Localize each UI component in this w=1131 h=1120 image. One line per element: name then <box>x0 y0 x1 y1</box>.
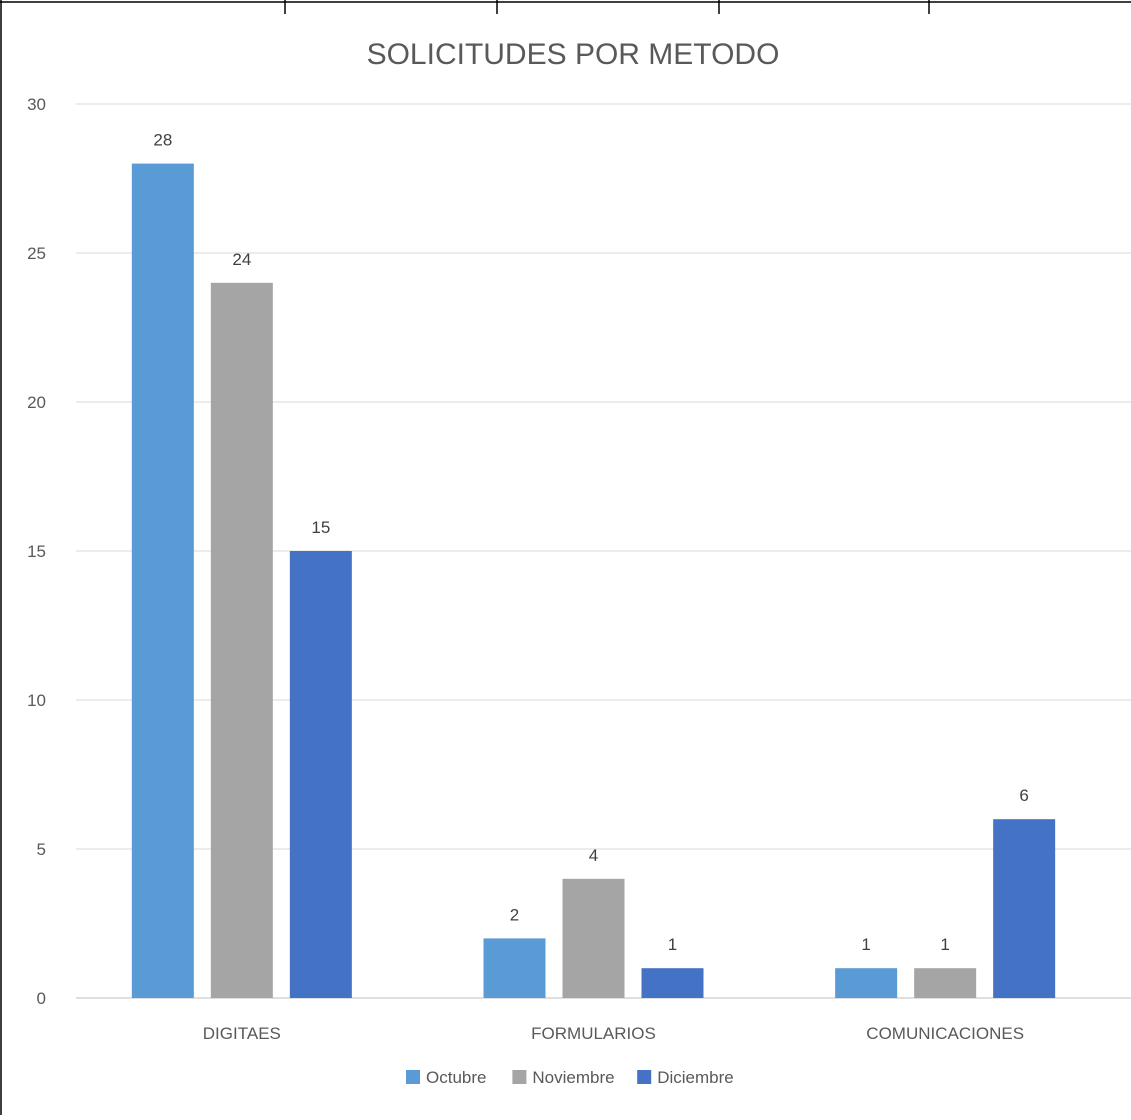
data-label: 24 <box>232 250 251 269</box>
y-tick-label: 15 <box>27 542 46 561</box>
bars <box>131 163 1056 999</box>
legend-label: Noviembre <box>532 1068 614 1087</box>
y-tick-label: 30 <box>27 95 46 114</box>
bar-octubre-comunicaciones <box>835 968 898 998</box>
x-tick-label: DIGITAES <box>203 1024 281 1043</box>
legend-label: Octubre <box>426 1068 486 1087</box>
data-label: 4 <box>589 846 598 865</box>
bar-diciembre-formularios <box>641 968 704 998</box>
bar-octubre-digitaes <box>131 163 194 999</box>
data-label: 28 <box>153 131 172 150</box>
y-tick-label: 20 <box>27 393 46 412</box>
bar-noviembre-formularios <box>562 878 625 998</box>
bar-noviembre-comunicaciones <box>914 968 977 998</box>
data-label: 15 <box>311 518 330 537</box>
legend-swatch <box>406 1070 420 1084</box>
bar-octubre-formularios <box>483 938 546 998</box>
data-label: 1 <box>861 935 870 954</box>
data-label: 2 <box>510 905 519 924</box>
chart-title: SOLICITUDES POR METODO <box>367 38 780 71</box>
legend: Octubre Noviembre Diciembre <box>406 1068 734 1087</box>
legend-swatch <box>637 1070 652 1084</box>
bar-diciembre-comunicaciones <box>993 819 1056 998</box>
y-tick-label: 0 <box>37 989 46 1008</box>
bar-noviembre-digitaes <box>210 282 273 998</box>
y-axis-ticks: 0 5 10 15 20 25 30 <box>27 95 46 1008</box>
y-tick-label: 10 <box>27 691 46 710</box>
y-tick-label: 5 <box>37 840 46 859</box>
x-axis-labels: DIGITAES FORMULARIOS COMUNICACIONES <box>203 1024 1024 1043</box>
x-tick-label: COMUNICACIONES <box>866 1024 1024 1043</box>
legend-swatch <box>512 1070 527 1084</box>
data-label: 6 <box>1019 786 1028 805</box>
data-label: 1 <box>668 935 677 954</box>
legend-label: Diciembre <box>657 1068 734 1087</box>
bar-diciembre-digitaes <box>289 551 352 998</box>
y-tick-label: 25 <box>27 244 46 263</box>
x-tick-label: FORMULARIOS <box>531 1024 656 1043</box>
data-label: 1 <box>940 935 949 954</box>
